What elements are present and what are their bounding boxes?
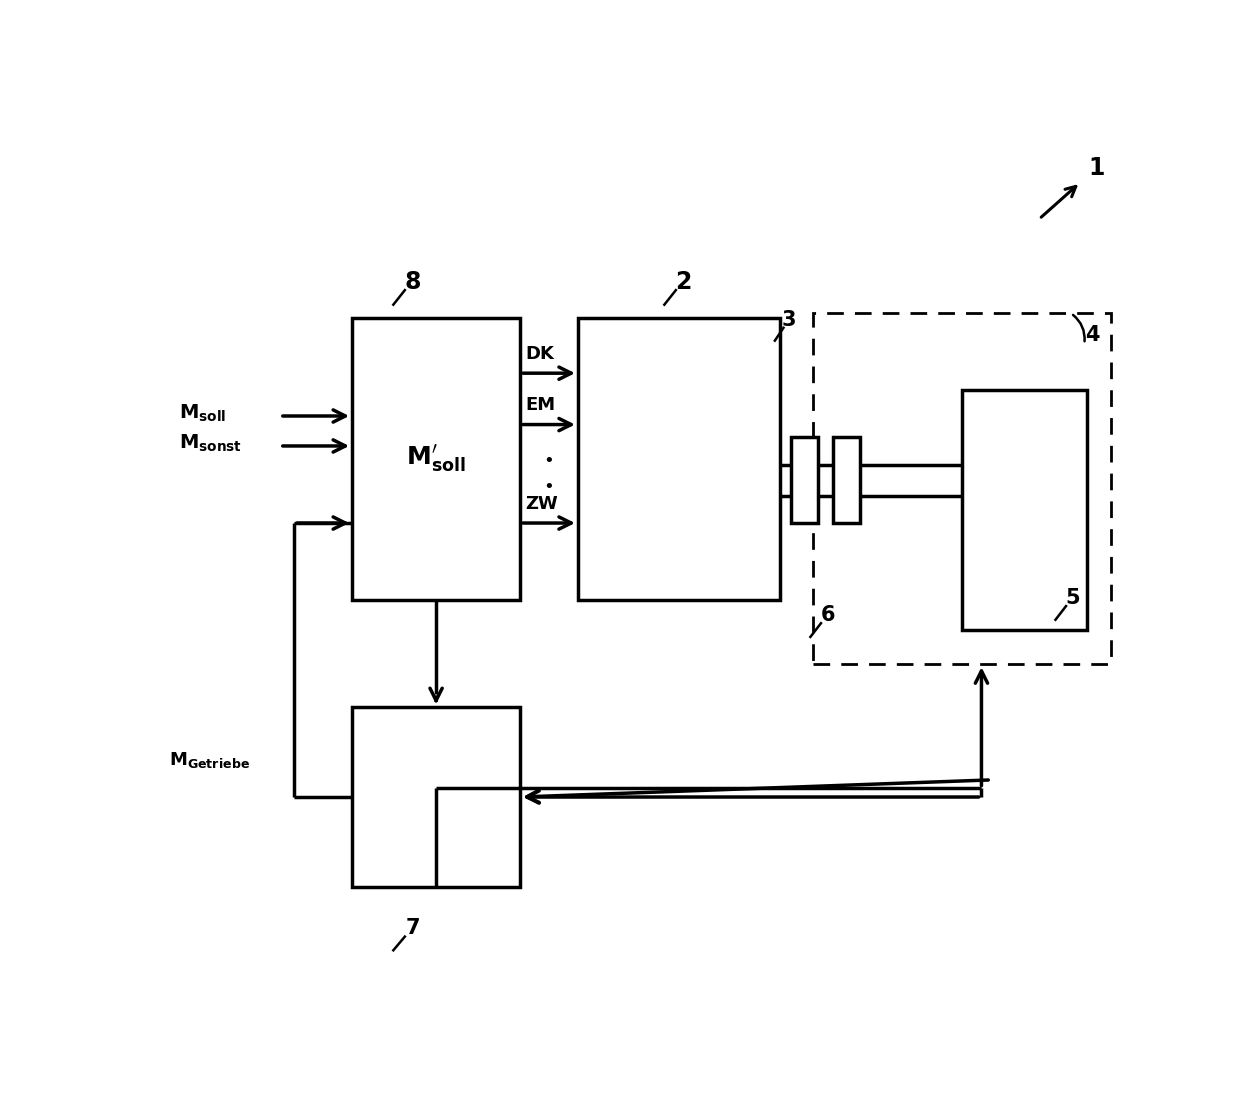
Text: $\mathbf{M_{Getriebe}}$: $\mathbf{M_{Getriebe}}$ [170, 751, 250, 771]
Text: EM: EM [525, 396, 556, 415]
Text: 3: 3 [782, 310, 796, 330]
Bar [352, 707, 521, 887]
Text: 2: 2 [676, 270, 692, 295]
Text: •: • [543, 478, 554, 496]
Bar [813, 314, 1111, 664]
Text: 8: 8 [404, 270, 420, 295]
Bar [352, 318, 521, 600]
Bar [578, 318, 780, 600]
Text: $\mathbf{M_{soll}}$: $\mathbf{M_{soll}}$ [179, 403, 227, 424]
Bar [962, 390, 1087, 631]
Text: $\mathbf{M_{soll}^{\prime}}$: $\mathbf{M_{soll}^{\prime}}$ [405, 444, 466, 475]
Text: 5: 5 [1065, 587, 1080, 607]
Text: 6: 6 [821, 605, 835, 625]
Text: ZW: ZW [525, 495, 558, 513]
Text: DK: DK [525, 345, 554, 363]
Bar [791, 437, 818, 523]
Bar [833, 437, 861, 523]
Text: 4: 4 [1085, 325, 1099, 345]
Text: $\mathbf{M_{sonst}}$: $\mathbf{M_{sonst}}$ [179, 433, 242, 454]
Text: 7: 7 [405, 919, 420, 939]
Text: •: • [543, 451, 554, 470]
Text: 1: 1 [1089, 156, 1105, 180]
